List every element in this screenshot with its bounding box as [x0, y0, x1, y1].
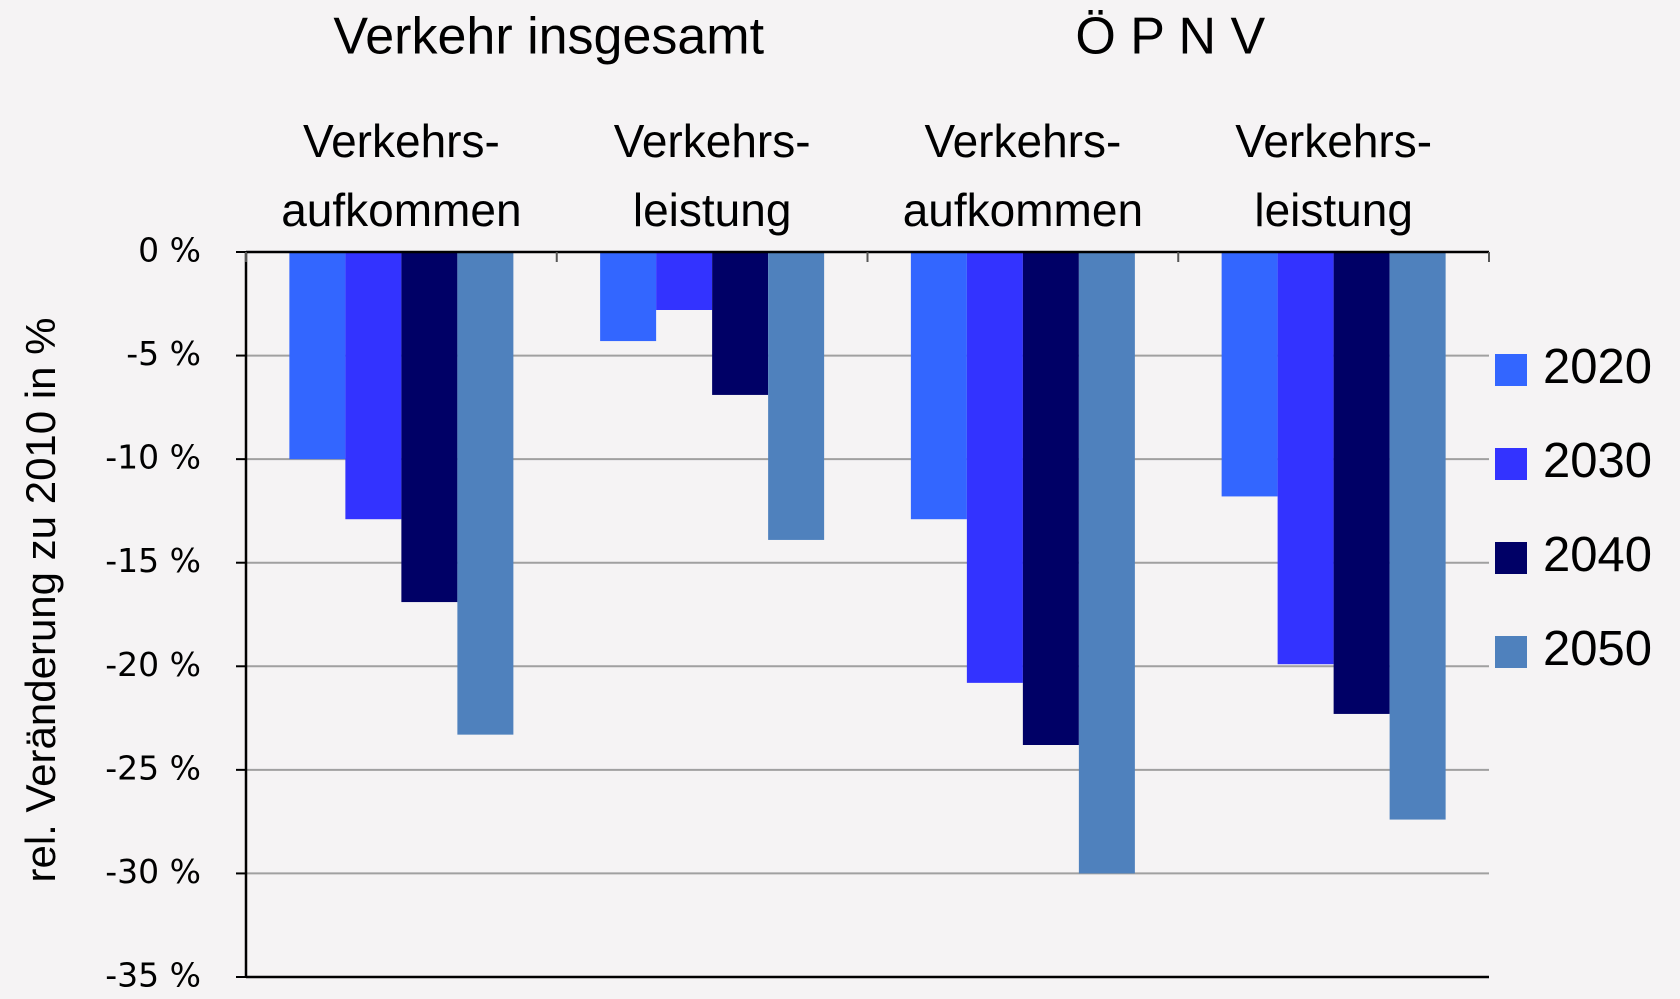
- legend-label: 2020: [1543, 340, 1652, 394]
- bar: [1277, 252, 1334, 665]
- y-tick-label: -10 %: [105, 438, 201, 477]
- bar: [966, 252, 1023, 683]
- legend-swatch: [1495, 354, 1527, 386]
- legend-label: 2040: [1543, 528, 1652, 582]
- x-tick-label: leistung: [633, 184, 792, 236]
- y-tick-label: -5 %: [126, 334, 201, 373]
- x-tick-label: Verkehrs-: [303, 115, 500, 167]
- y-tick-label: -25 %: [105, 748, 201, 787]
- bar: [712, 252, 769, 395]
- bar: [401, 252, 458, 603]
- bar: [1022, 252, 1079, 745]
- bar: [1333, 252, 1390, 714]
- legend-swatch: [1495, 542, 1527, 574]
- bar: [768, 252, 825, 540]
- bar: [345, 252, 402, 520]
- bar: [910, 252, 967, 520]
- y-axis-title: rel. Veränderung zu 2010 in %: [17, 317, 64, 882]
- y-tick-label: -20 %: [105, 645, 201, 684]
- y-tick-label: -30 %: [105, 852, 201, 891]
- bar: [600, 252, 657, 342]
- x-tick-label: aufkommen: [281, 184, 521, 236]
- y-tick-label: 0 %: [138, 231, 201, 270]
- x-tick-label: Verkehrs-: [614, 115, 811, 167]
- x-tick-label: aufkommen: [903, 184, 1143, 236]
- group-label: Verkehr insgesamt: [333, 8, 764, 66]
- bar: [457, 252, 514, 735]
- bar: [1221, 252, 1278, 497]
- legend-swatch: [1495, 636, 1527, 668]
- legend-label: 2050: [1543, 622, 1652, 676]
- x-tick-label: Verkehrs-: [924, 115, 1121, 167]
- group-label: Ö P N V: [1075, 8, 1265, 66]
- x-tick-label: leistung: [1254, 184, 1413, 236]
- bar: [656, 252, 713, 310]
- bar: [289, 252, 346, 460]
- bar: [1078, 252, 1135, 874]
- legend-swatch: [1495, 448, 1527, 480]
- bar: [1389, 252, 1446, 820]
- y-tick-label: -35 %: [105, 956, 201, 995]
- legend-label: 2030: [1543, 434, 1652, 488]
- y-tick-label: -15 %: [105, 541, 201, 580]
- x-tick-label: Verkehrs-: [1235, 115, 1432, 167]
